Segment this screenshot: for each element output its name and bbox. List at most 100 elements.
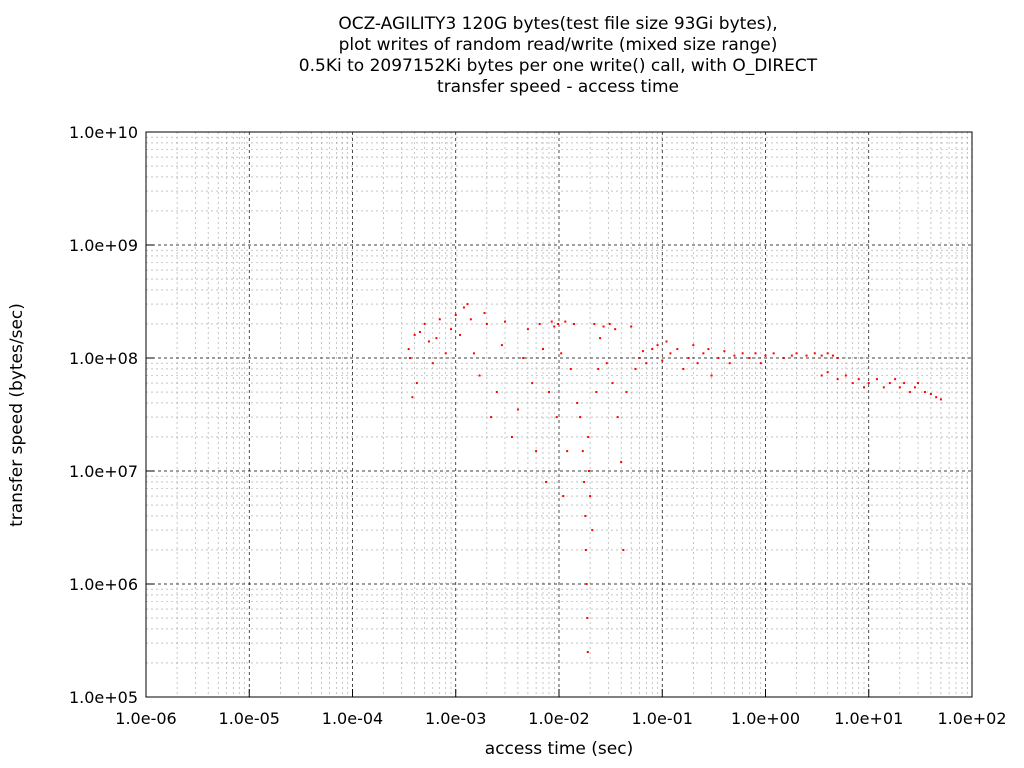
data-point [581, 450, 584, 453]
data-point [438, 318, 441, 321]
data-point [466, 303, 469, 306]
title-line-1: OCZ-AGILITY3 120G bytes(test file size 9… [338, 14, 778, 34]
data-point [599, 337, 602, 340]
data-point [587, 435, 590, 438]
data-point [522, 357, 525, 359]
data-point [634, 367, 637, 370]
x-tick-label: 1.0e+00 [731, 709, 800, 728]
data-point [764, 354, 767, 357]
title-line-3: 0.5Ki to 2097152Ki bytes per one write()… [298, 56, 818, 76]
data-point [510, 435, 513, 438]
data-point [641, 350, 644, 353]
x-tick-label: 1.0e-03 [425, 709, 486, 728]
x-tick-label: 1.0e-02 [528, 709, 589, 728]
data-point [898, 386, 901, 389]
data-point [586, 617, 589, 620]
data-point [566, 450, 569, 453]
data-point [579, 416, 582, 419]
data-point [560, 352, 563, 355]
data-point [908, 391, 911, 394]
data-point [888, 382, 891, 385]
data-point [485, 322, 488, 325]
data-point [583, 480, 586, 483]
data-point [516, 408, 519, 411]
data-point [939, 398, 942, 401]
data-point [710, 374, 713, 377]
data-point [867, 382, 870, 385]
data-point [576, 401, 579, 404]
data-point [573, 322, 576, 325]
y-tick-label: 1.0e+10 [69, 123, 138, 142]
data-point [555, 416, 558, 419]
data-point [605, 362, 608, 365]
x-axis-label: access time (sec) [484, 739, 634, 759]
data-point [913, 386, 916, 389]
data-point [602, 325, 605, 328]
data-point [478, 374, 481, 377]
data-point [472, 352, 475, 355]
data-point [863, 386, 866, 389]
data-point [531, 382, 534, 385]
data-point [542, 348, 545, 351]
data-point [661, 359, 664, 362]
title-line-2: plot writes of random read/write (mixed … [338, 35, 778, 55]
data-point [687, 357, 690, 359]
data-point [882, 386, 885, 389]
data-point [595, 391, 598, 394]
data-point [591, 529, 594, 532]
data-point [584, 548, 587, 551]
data-point [444, 352, 447, 355]
data-point [462, 306, 465, 309]
data-point [483, 312, 486, 315]
data-point [547, 391, 550, 394]
data-point [535, 450, 538, 453]
data-point [772, 352, 775, 355]
data-point [820, 374, 823, 377]
data-point [875, 378, 878, 381]
data-point [741, 352, 744, 355]
data-point [526, 328, 529, 331]
data-point [415, 382, 418, 385]
data-point [717, 357, 720, 359]
data-point [593, 322, 596, 325]
x-tick-label: 1.0e-01 [632, 709, 693, 728]
y-tick-label: 1.0e+07 [69, 462, 138, 481]
data-point [836, 357, 839, 359]
data-point [844, 374, 847, 377]
data-point [696, 362, 699, 365]
data-point [597, 367, 600, 370]
data-point [754, 352, 757, 355]
data-point [894, 378, 897, 381]
data-point [427, 340, 430, 343]
plot-grid [146, 132, 972, 697]
chart-title: OCZ-AGILITY3 120G bytes(test file size 9… [0, 14, 1024, 98]
data-point [826, 371, 829, 374]
data-point [692, 344, 695, 347]
data-point [584, 514, 587, 517]
data-point [820, 354, 823, 357]
data-point [630, 325, 633, 328]
x-tick-label: 1.0e-05 [219, 709, 280, 728]
data-point [620, 461, 623, 464]
x-tick-label: 1.0e-06 [115, 709, 176, 728]
data-point [562, 495, 565, 498]
data-point [569, 367, 572, 370]
data-point [903, 382, 906, 385]
data-point [407, 348, 410, 351]
data-point [826, 352, 829, 355]
data-point [645, 362, 648, 365]
title-line-4: transfer speed - access time [437, 77, 679, 97]
data-point [805, 354, 808, 357]
data-point [459, 333, 462, 336]
data-point [665, 340, 668, 343]
data-point [638, 357, 641, 359]
data-point [935, 396, 938, 399]
data-point [813, 352, 816, 355]
data-point [656, 344, 659, 347]
data-points [407, 303, 942, 654]
data-point [587, 470, 590, 472]
data-point [564, 320, 567, 323]
data-point [450, 328, 453, 331]
data-point [504, 320, 507, 323]
data-point [707, 348, 710, 351]
